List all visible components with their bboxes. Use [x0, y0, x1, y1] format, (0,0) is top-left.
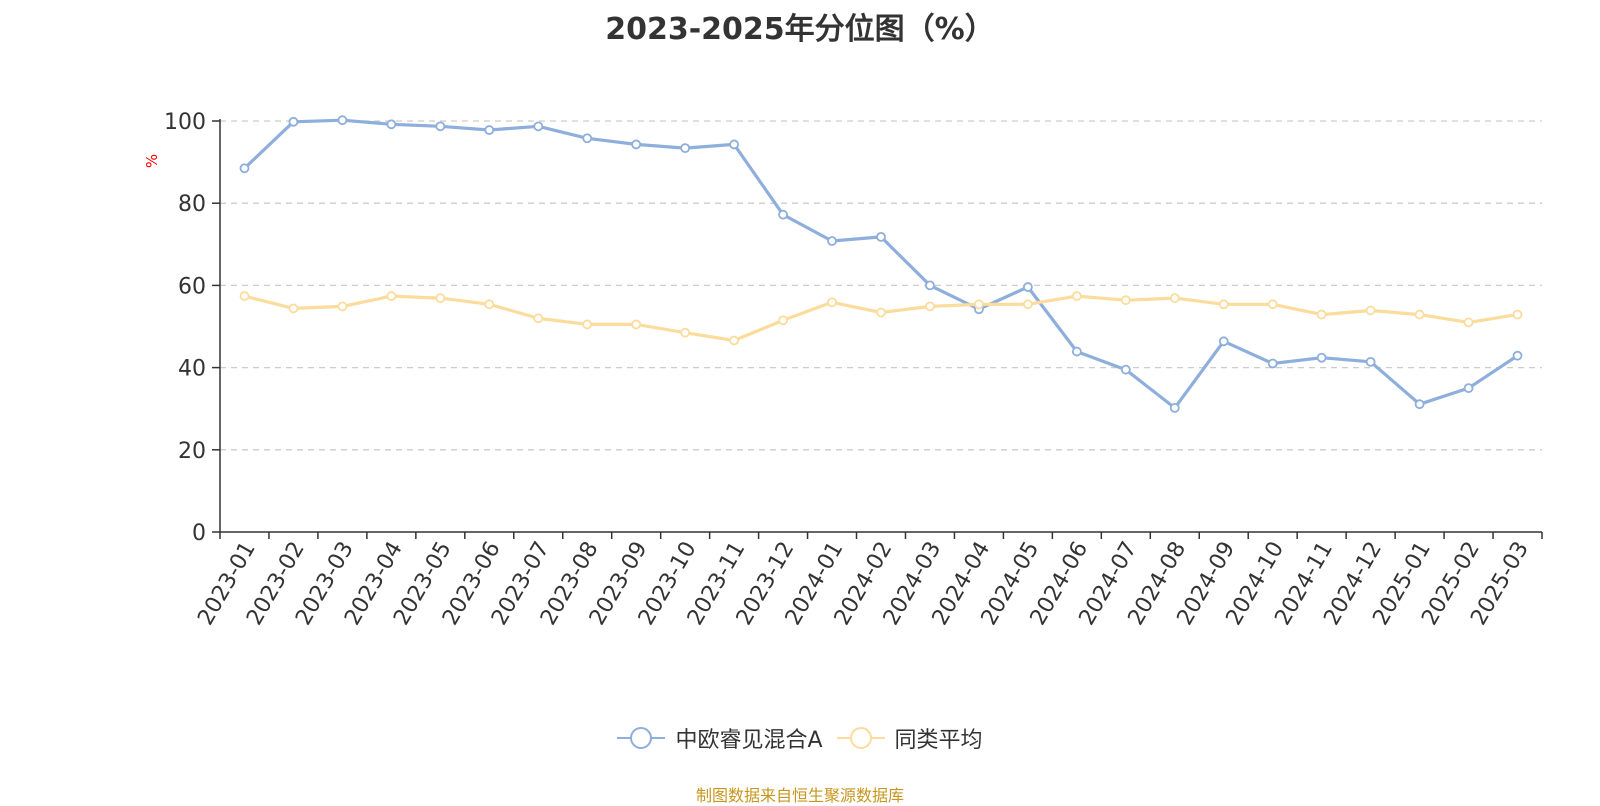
series-point-0: [386, 119, 397, 130]
series-point-0: [484, 125, 495, 135]
series-point-0: [631, 139, 642, 150]
series-line-0: [243, 118, 1519, 410]
series-point-0: [778, 209, 788, 220]
source-note: 制图数据来自恒生聚源数据库: [695, 786, 904, 805]
series-point-1: [1022, 299, 1033, 310]
series-point-0: [533, 121, 544, 132]
series-point-1: [876, 307, 886, 318]
series-point-1: [778, 315, 788, 326]
series-point-1: [533, 313, 544, 324]
series-point-0: [1120, 364, 1131, 375]
series-point-1: [1414, 309, 1425, 320]
series-point-1: [435, 293, 446, 304]
series-point-1: [1071, 291, 1082, 301]
series: [239, 115, 1523, 413]
legend-label-peer-average: 同类平均: [894, 728, 983, 753]
series-point-0: [1022, 282, 1033, 292]
series-point-1: [386, 291, 397, 301]
series-point-0: [925, 280, 935, 291]
series-point-0: [1267, 358, 1278, 369]
y-tick-label: 100: [164, 110, 206, 135]
series-point-1: [1365, 305, 1376, 316]
series-point-1: [1120, 295, 1131, 306]
series-point-0: [582, 133, 593, 144]
series-point-0: [1169, 402, 1180, 413]
series-point-0: [1512, 350, 1523, 361]
series-point-1: [1218, 299, 1229, 310]
series-point-1: [288, 303, 299, 314]
series-point-1: [1169, 293, 1180, 304]
y-tick-label: 40: [178, 357, 206, 382]
legend-item-fund[interactable]: 中欧睿见混合A: [617, 722, 823, 754]
chart-title: 2023-2025年分位图（%）: [605, 12, 995, 47]
series-point-0: [337, 115, 348, 126]
series-point-1: [827, 297, 837, 308]
series-point-1: [925, 301, 935, 312]
series-point-0: [1414, 399, 1425, 410]
series-point-0: [729, 139, 740, 150]
legend: 中欧睿见混合A 同类平均: [0, 722, 1600, 754]
y-tick-label: 20: [178, 439, 206, 464]
series-point-1: [337, 301, 348, 312]
series-point-0: [1218, 336, 1229, 347]
series-point-1: [239, 291, 250, 301]
series-point-1: [1267, 299, 1278, 310]
series-point-0: [1365, 356, 1376, 367]
series-point-0: [1316, 352, 1327, 363]
legend-marker-fund: [617, 727, 666, 749]
legend-item-peer-average[interactable]: 同类平均: [836, 722, 983, 754]
series-point-0: [288, 116, 299, 127]
series-point-1: [1316, 309, 1327, 320]
series-point-1: [1512, 309, 1523, 320]
series-point-1: [729, 335, 740, 346]
gridlines: [220, 120, 1542, 451]
y-tick-label: 60: [178, 274, 206, 299]
legend-label-fund: 中欧睿见混合A: [675, 728, 823, 753]
series-point-1: [1463, 317, 1474, 328]
series-point-0: [1071, 346, 1082, 357]
y-tick-label: 0: [192, 521, 206, 546]
series-point-0: [876, 232, 886, 242]
series-point-1: [484, 299, 495, 310]
axes: 0204060801002023-012023-022023-032023-04…: [164, 110, 1543, 630]
series-line-1: [244, 294, 1518, 343]
series-point-1: [631, 319, 642, 330]
y-axis-unit-label: %: [143, 154, 161, 168]
series-point-0: [680, 143, 691, 154]
series-point-1: [582, 319, 593, 330]
series-point-0: [239, 163, 250, 174]
y-tick-label: 80: [178, 192, 206, 217]
legend-marker-peer-average: [836, 727, 885, 749]
series-point-0: [827, 236, 837, 246]
series-point-0: [1463, 383, 1474, 394]
series-point-0: [435, 121, 446, 132]
series-point-1: [974, 299, 984, 310]
series-point-1: [680, 327, 691, 338]
